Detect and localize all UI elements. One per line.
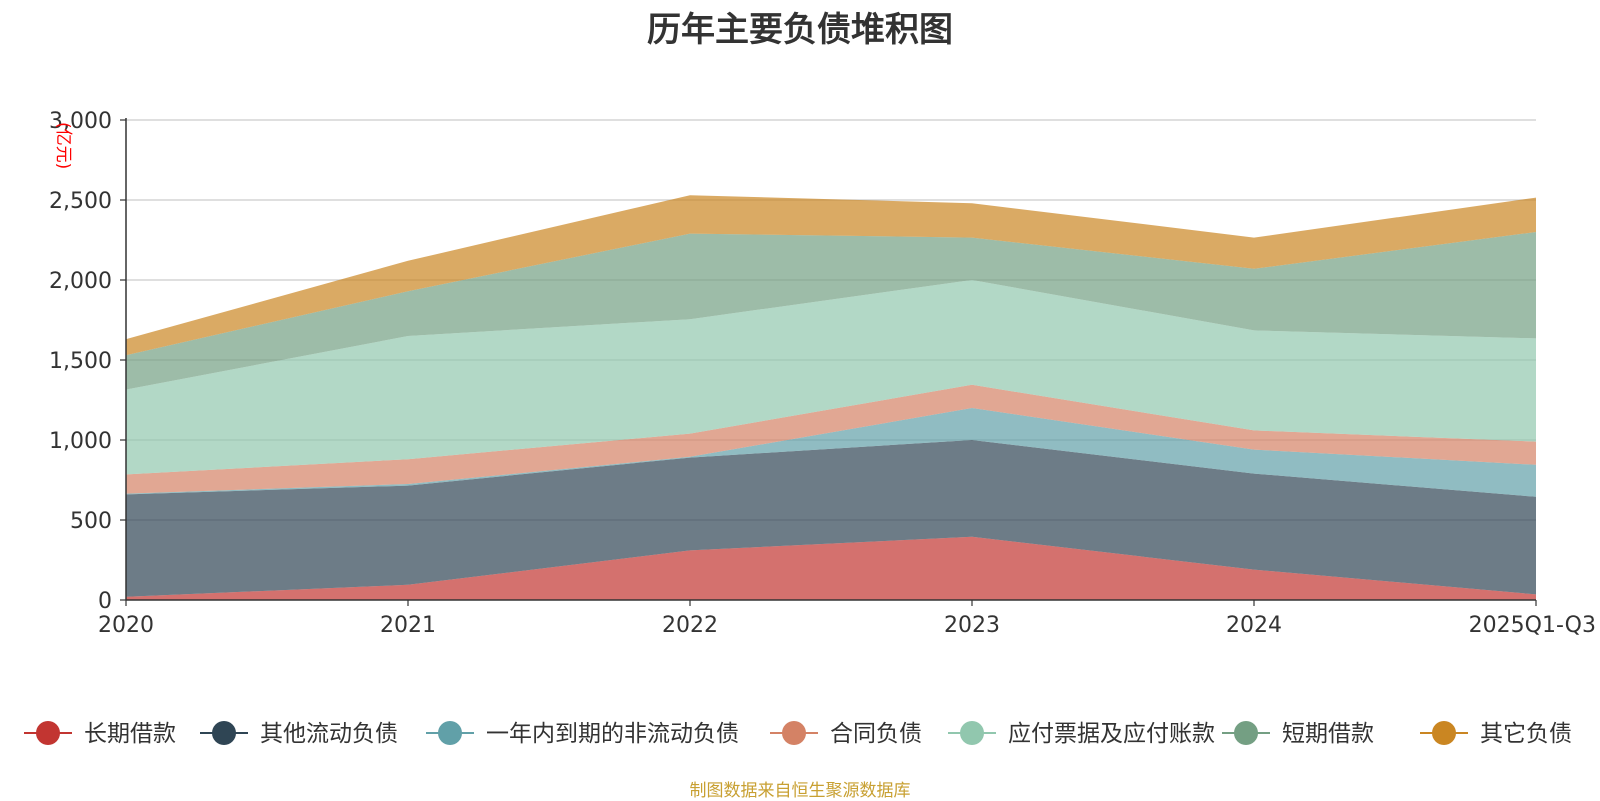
legend-marker-icon <box>782 721 806 745</box>
area-series-3[interactable] <box>126 408 1536 497</box>
area-series-7[interactable] <box>126 195 1536 356</box>
legend-marker-icon <box>438 721 462 745</box>
legend-label: 其它负债 <box>1480 721 1572 747</box>
area-series-5[interactable] <box>126 280 1536 475</box>
legend-marker-icon <box>1432 721 1456 745</box>
x-tick-label: 2023 <box>944 613 1000 638</box>
legend-label: 其他流动负债 <box>260 721 398 747</box>
chart-title: 历年主要负债堆积图 <box>647 10 953 50</box>
y-tick-label: 500 <box>70 509 112 534</box>
legend-item-1[interactable]: 长期借款 <box>24 721 176 747</box>
legend-marker-icon <box>36 721 60 745</box>
area-series-1[interactable] <box>126 536 1536 600</box>
y-tick-label: 3,000 <box>49 109 112 134</box>
legend-label: 应付票据及应付账款 <box>1008 721 1215 747</box>
y-tick-label: 2,000 <box>49 269 112 294</box>
legend-item-6[interactable]: 短期借款 <box>1222 721 1374 747</box>
x-tick-label: 2024 <box>1226 613 1282 638</box>
legend-item-5[interactable]: 应付票据及应付账款 <box>948 721 1215 747</box>
legend-label: 短期借款 <box>1282 721 1374 747</box>
legend-item-4[interactable]: 合同负债 <box>770 721 922 747</box>
legend[interactable]: 长期借款 其他流动负债 一年内到期的非流动负债 合同负债 应付票据及应付账款 短期借款 其它… <box>24 721 1572 747</box>
stacked-area-chart: 0 500 1,000 1,500 2,000 2,500 3,000 2020 2021 202… <box>24 109 1596 747</box>
axes: 0 500 1,000 1,500 2,000 2,500 3,000 2020 2021 202… <box>49 109 1596 638</box>
x-tick-label: 2022 <box>662 613 718 638</box>
area-series-4[interactable] <box>126 384 1536 494</box>
y-tick-label: 1,500 <box>49 349 112 374</box>
area-series-group <box>126 195 1536 600</box>
y-axis-unit-label: (亿元) <box>53 122 73 169</box>
legend-marker-icon <box>1234 721 1258 745</box>
legend-item-7[interactable]: 其它负债 <box>1420 721 1572 747</box>
legend-item-3[interactable]: 一年内到期的非流动负债 <box>426 721 739 747</box>
area-series-2[interactable] <box>126 440 1536 597</box>
data-source-note: 制图数据来自恒生聚源数据库 <box>689 781 911 801</box>
x-tick-label: 2021 <box>380 613 436 638</box>
legend-label: 一年内到期的非流动负债 <box>486 721 739 747</box>
area-series-6[interactable] <box>126 232 1536 390</box>
y-tick-label: 0 <box>98 589 112 614</box>
legend-label: 合同负债 <box>830 721 922 747</box>
x-tick-label: 2025Q1-Q3 <box>1469 613 1596 638</box>
x-tick-label: 2020 <box>98 613 154 638</box>
y-tick-label: 2,500 <box>49 189 112 214</box>
legend-label: 长期借款 <box>84 721 176 747</box>
y-tick-label: 1,000 <box>49 429 112 454</box>
legend-marker-icon <box>960 721 984 745</box>
legend-item-2[interactable]: 其他流动负债 <box>200 721 398 747</box>
legend-marker-icon <box>212 721 236 745</box>
